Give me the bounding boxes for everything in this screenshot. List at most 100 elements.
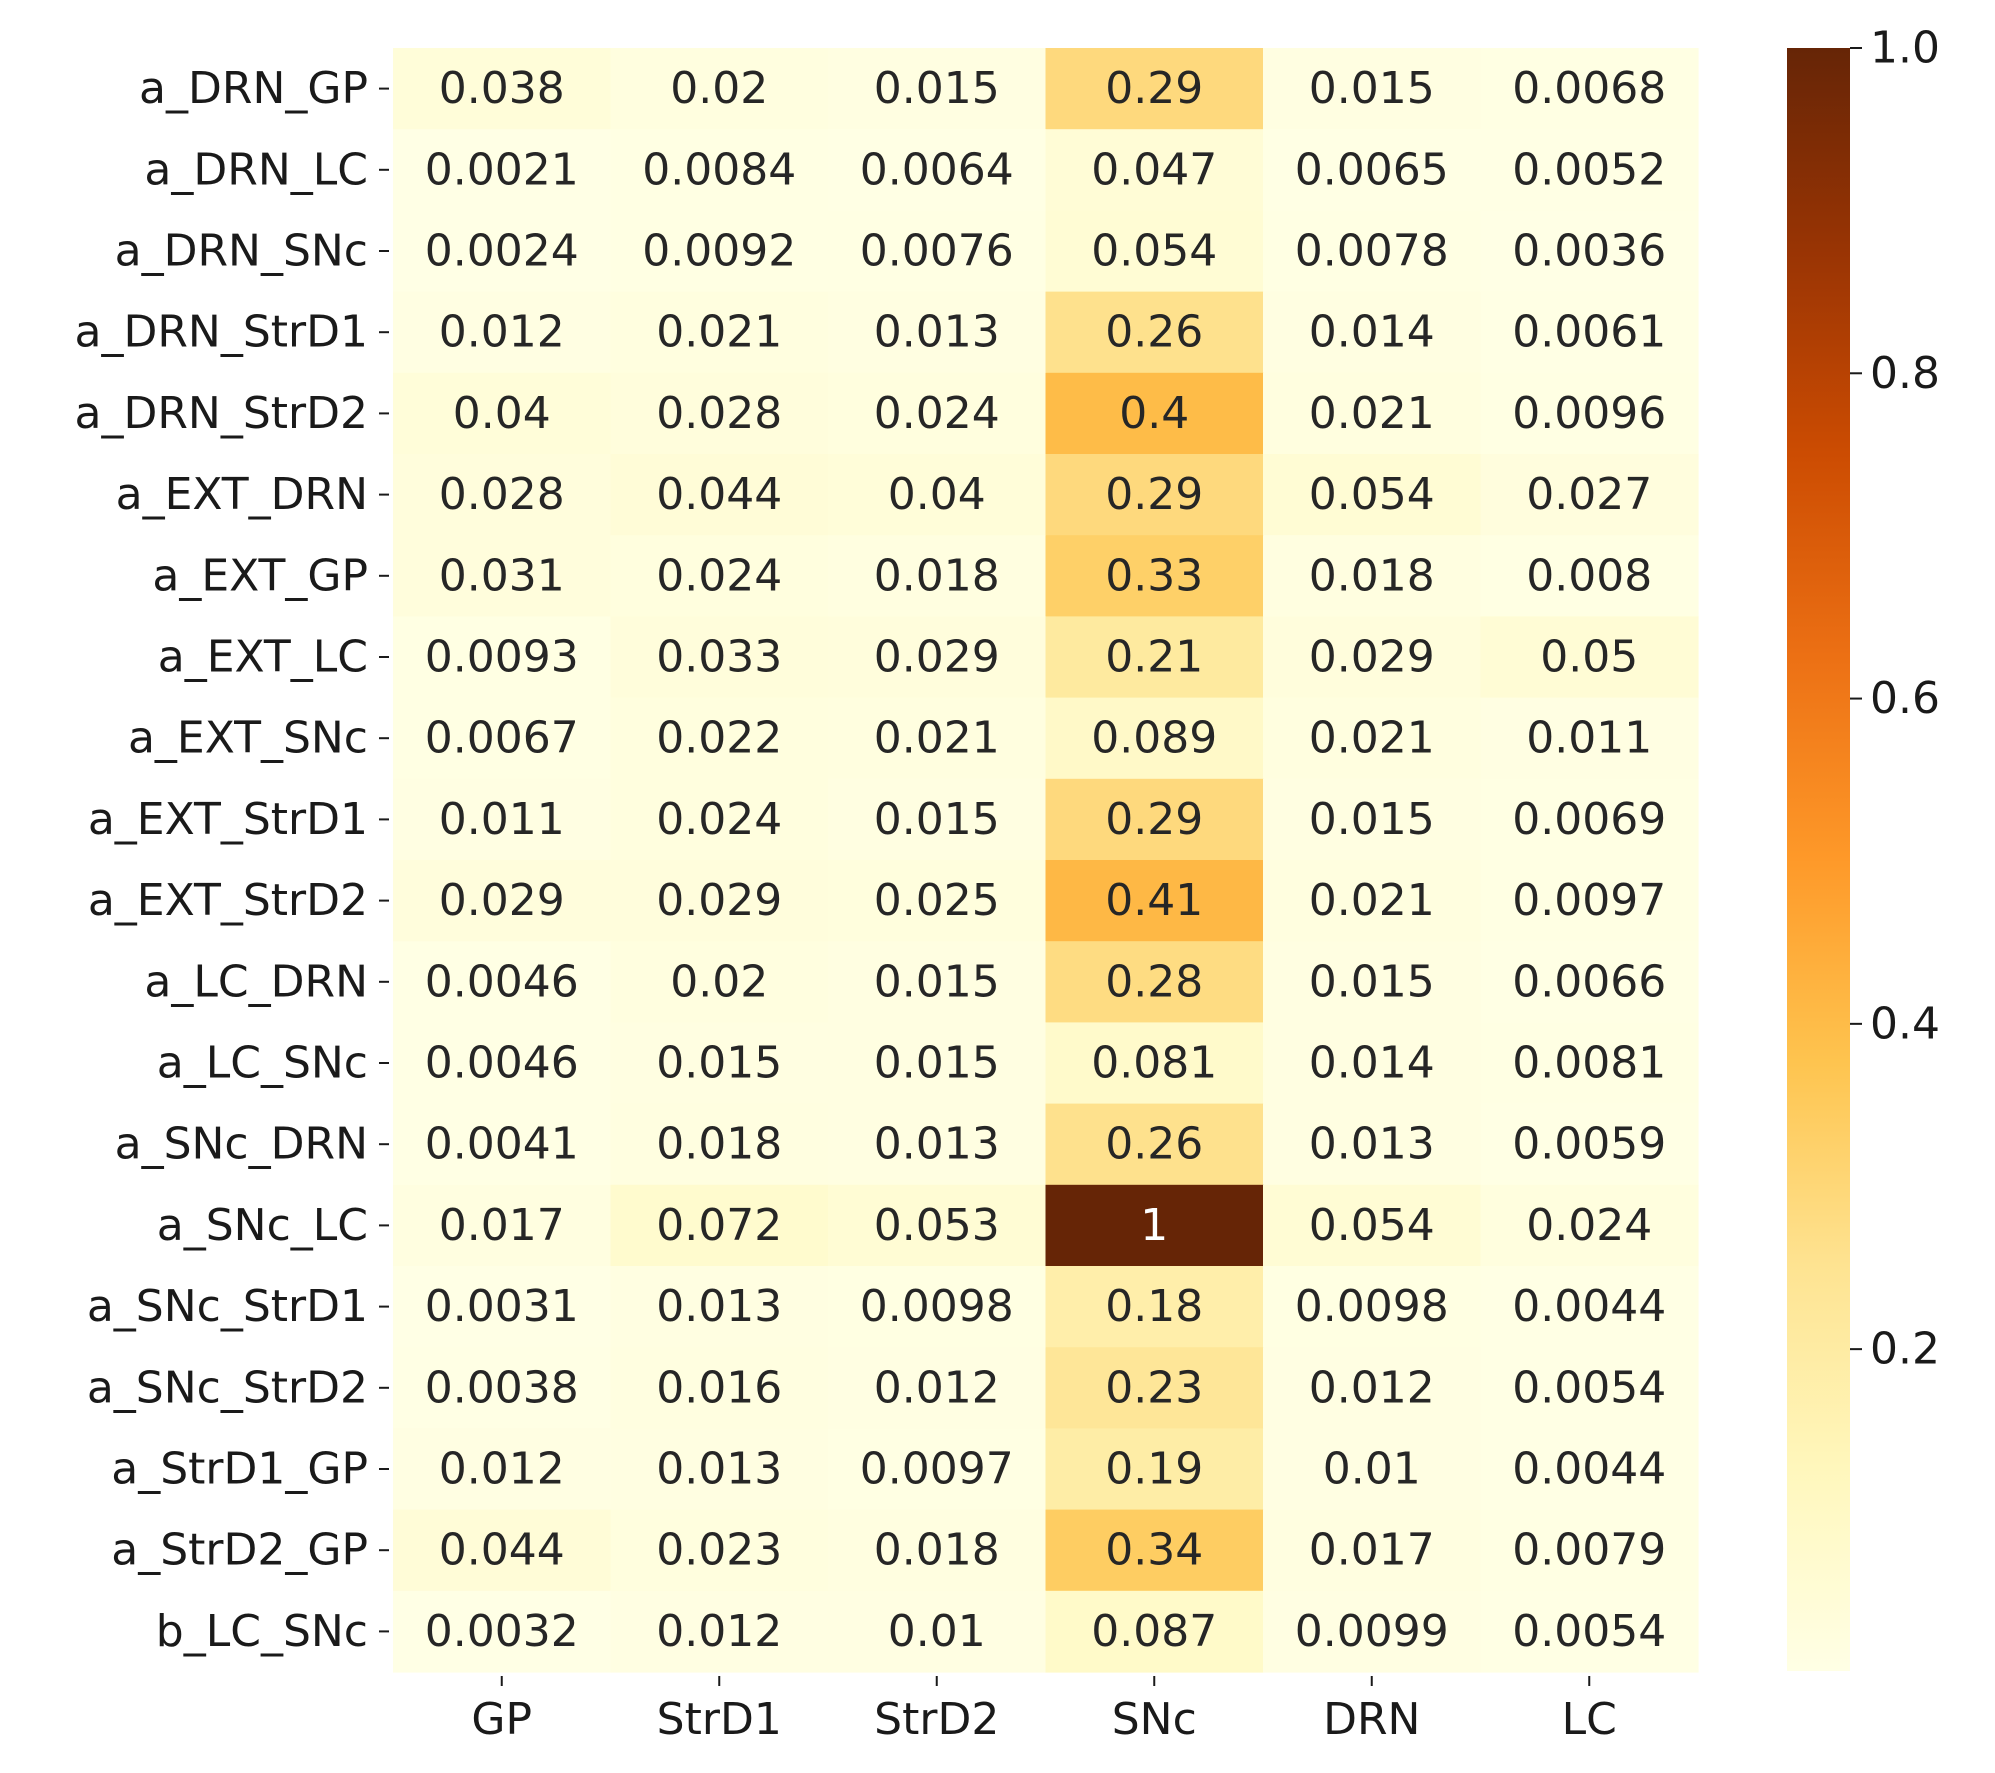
cell-value-label: 0.0044 xyxy=(1512,1281,1666,1332)
cell-a-drn-lc-snc xyxy=(1045,129,1264,211)
y-tick-label: b_LC_SNc xyxy=(156,1606,368,1657)
cell-a-ext-lc-drn xyxy=(1263,616,1482,699)
cell-a-ext-snc-strd1 xyxy=(610,697,829,780)
cell-value-label: 0.0054 xyxy=(1512,1606,1666,1657)
cell-value-label: 0.027 xyxy=(1526,469,1652,520)
cell-value-label: 0.029 xyxy=(874,632,1000,683)
cell-value-label: 0.0081 xyxy=(1512,1038,1666,1089)
cell-a-drn-strd1-gp xyxy=(393,291,612,374)
cell-a-snc-strd2-strd2 xyxy=(828,1347,1047,1429)
cell-a-strd2-gp-strd2 xyxy=(828,1509,1047,1592)
cell-value-label: 0.014 xyxy=(1309,307,1435,358)
cell-value-label: 0.29 xyxy=(1105,469,1203,520)
cell-a-ext-strd2-snc xyxy=(1045,860,1264,942)
cell-a-strd2-gp-strd1 xyxy=(610,1509,829,1592)
cell-value-label: 0.34 xyxy=(1105,1525,1203,1576)
y-tick-label: a_EXT_LC xyxy=(158,632,368,683)
cell-a-snc-drn-lc xyxy=(1480,1103,1699,1186)
cell-value-label: 0.015 xyxy=(1309,63,1435,114)
cell-value-label: 0.044 xyxy=(439,1525,565,1576)
column-labels: GP StrD1 StrD2 SNc DRN LC xyxy=(471,1676,1617,1745)
cell-value-label: 0.015 xyxy=(1309,956,1435,1007)
y-tick-label: a_LC_DRN xyxy=(144,956,368,1007)
row-labels: a_DRN_GP a_DRN_LC a_DRN_SNc a_DRN_StrD1 a_DR… xyxy=(75,63,389,1657)
cell-value-label: 0.011 xyxy=(1526,713,1652,764)
cell-value-label: 0.0097 xyxy=(860,1444,1014,1495)
cell-value-label: 0.015 xyxy=(874,1038,1000,1089)
colorbar: 0.2 0.4 0.6 0.8 1.0 xyxy=(1787,23,1940,1671)
cell-a-snc-strd2-lc xyxy=(1480,1347,1699,1429)
cell-value-label: 0.23 xyxy=(1105,1362,1203,1413)
x-tick-label: DRN xyxy=(1323,1694,1420,1745)
cell-value-label: 0.04 xyxy=(453,388,551,439)
y-tick-label: a_DRN_SNc xyxy=(115,226,368,277)
cell-value-label: 0.0096 xyxy=(1512,388,1666,439)
cell-a-lc-drn-lc xyxy=(1480,941,1699,1023)
cell-value-label: 0.017 xyxy=(1309,1525,1435,1576)
cell-a-drn-strd2-lc xyxy=(1480,372,1699,455)
y-tick-label: a_EXT_StrD2 xyxy=(88,875,368,926)
cell-value-label: 0.0041 xyxy=(425,1119,579,1170)
cell-value-label: 0.0044 xyxy=(1512,1444,1666,1495)
colorbar-tick-label: 0.8 xyxy=(1870,348,1940,399)
cell-value-label: 0.024 xyxy=(1526,1200,1652,1251)
cell-value-label: 0.047 xyxy=(1091,144,1217,195)
y-tick-label: a_SNc_StrD1 xyxy=(87,1281,368,1332)
cell-a-drn-gp-strd1 xyxy=(610,48,829,130)
cell-value-label: 0.012 xyxy=(439,1444,565,1495)
cell-value-label: 1 xyxy=(1140,1200,1168,1251)
cell-value-label: 0.0064 xyxy=(860,144,1014,195)
cell-a-drn-lc-strd1 xyxy=(610,129,829,211)
cell-a-snc-strd1-strd1 xyxy=(610,1266,829,1348)
cell-a-drn-gp-drn xyxy=(1263,48,1482,130)
cell-value-label: 0.028 xyxy=(439,469,565,520)
y-tick-label: a_EXT_SNc xyxy=(128,713,368,764)
cell-value-label: 0.024 xyxy=(874,388,1000,439)
cell-value-label: 0.033 xyxy=(656,632,782,683)
y-tick-label: a_DRN_StrD2 xyxy=(75,388,368,439)
cell-a-ext-gp-drn xyxy=(1263,535,1482,617)
cell-value-label: 0.018 xyxy=(874,550,1000,601)
cell-a-ext-drn-strd2 xyxy=(828,454,1047,536)
cell-value-label: 0.0092 xyxy=(642,226,796,277)
cell-value-label: 0.024 xyxy=(656,550,782,601)
cell-value-label: 0.18 xyxy=(1105,1281,1203,1332)
cell-a-snc-strd1-snc xyxy=(1045,1266,1264,1348)
cell-value-label: 0.015 xyxy=(1309,794,1435,845)
cell-a-ext-gp-gp xyxy=(393,535,612,617)
cell-value-label: 0.0065 xyxy=(1295,144,1449,195)
cell-a-drn-snc-drn xyxy=(1263,210,1482,293)
cell-a-lc-drn-strd1 xyxy=(610,941,829,1023)
cell-value-label: 0.0046 xyxy=(425,956,579,1007)
cell-value-label: 0.013 xyxy=(1309,1119,1435,1170)
cell-b-lc-snc-snc xyxy=(1045,1590,1264,1673)
cell-value-label: 0.018 xyxy=(1309,550,1435,601)
x-tick-label: StrD1 xyxy=(657,1694,782,1745)
cell-a-ext-strd2-gp xyxy=(393,860,612,942)
cell-a-drn-gp-snc xyxy=(1045,48,1264,130)
cell-value-label: 0.017 xyxy=(439,1200,565,1251)
cell-value-label: 0.0032 xyxy=(425,1606,579,1657)
cell-value-label: 0.0097 xyxy=(1512,875,1666,926)
cell-value-label: 0.021 xyxy=(1309,713,1435,764)
cell-a-ext-strd2-strd1 xyxy=(610,860,829,942)
cell-a-strd1-gp-lc xyxy=(1480,1428,1699,1511)
cell-a-strd1-gp-snc xyxy=(1045,1428,1264,1511)
cell-value-label: 0.013 xyxy=(656,1444,782,1495)
cell-value-label: 0.0054 xyxy=(1512,1362,1666,1413)
cell-a-snc-strd2-strd1 xyxy=(610,1347,829,1429)
colorbar-gradient xyxy=(1787,48,1850,1671)
cell-a-strd2-gp-snc xyxy=(1045,1509,1264,1592)
cell-a-ext-gp-lc xyxy=(1480,535,1699,617)
cell-value-label: 0.031 xyxy=(439,550,565,601)
cell-value-label: 0.013 xyxy=(874,1119,1000,1170)
cell-value-label: 0.21 xyxy=(1105,632,1203,683)
colorbar-tick-label: 0.4 xyxy=(1870,998,1940,1049)
cell-value-label: 0.0067 xyxy=(425,713,579,764)
y-tick-label: a_DRN_GP xyxy=(139,63,368,114)
cell-value-label: 0.029 xyxy=(1309,632,1435,683)
cell-value-label: 0.02 xyxy=(670,63,768,114)
cell-a-lc-snc-strd1 xyxy=(610,1022,829,1105)
y-tick-label: a_DRN_LC xyxy=(144,144,368,195)
